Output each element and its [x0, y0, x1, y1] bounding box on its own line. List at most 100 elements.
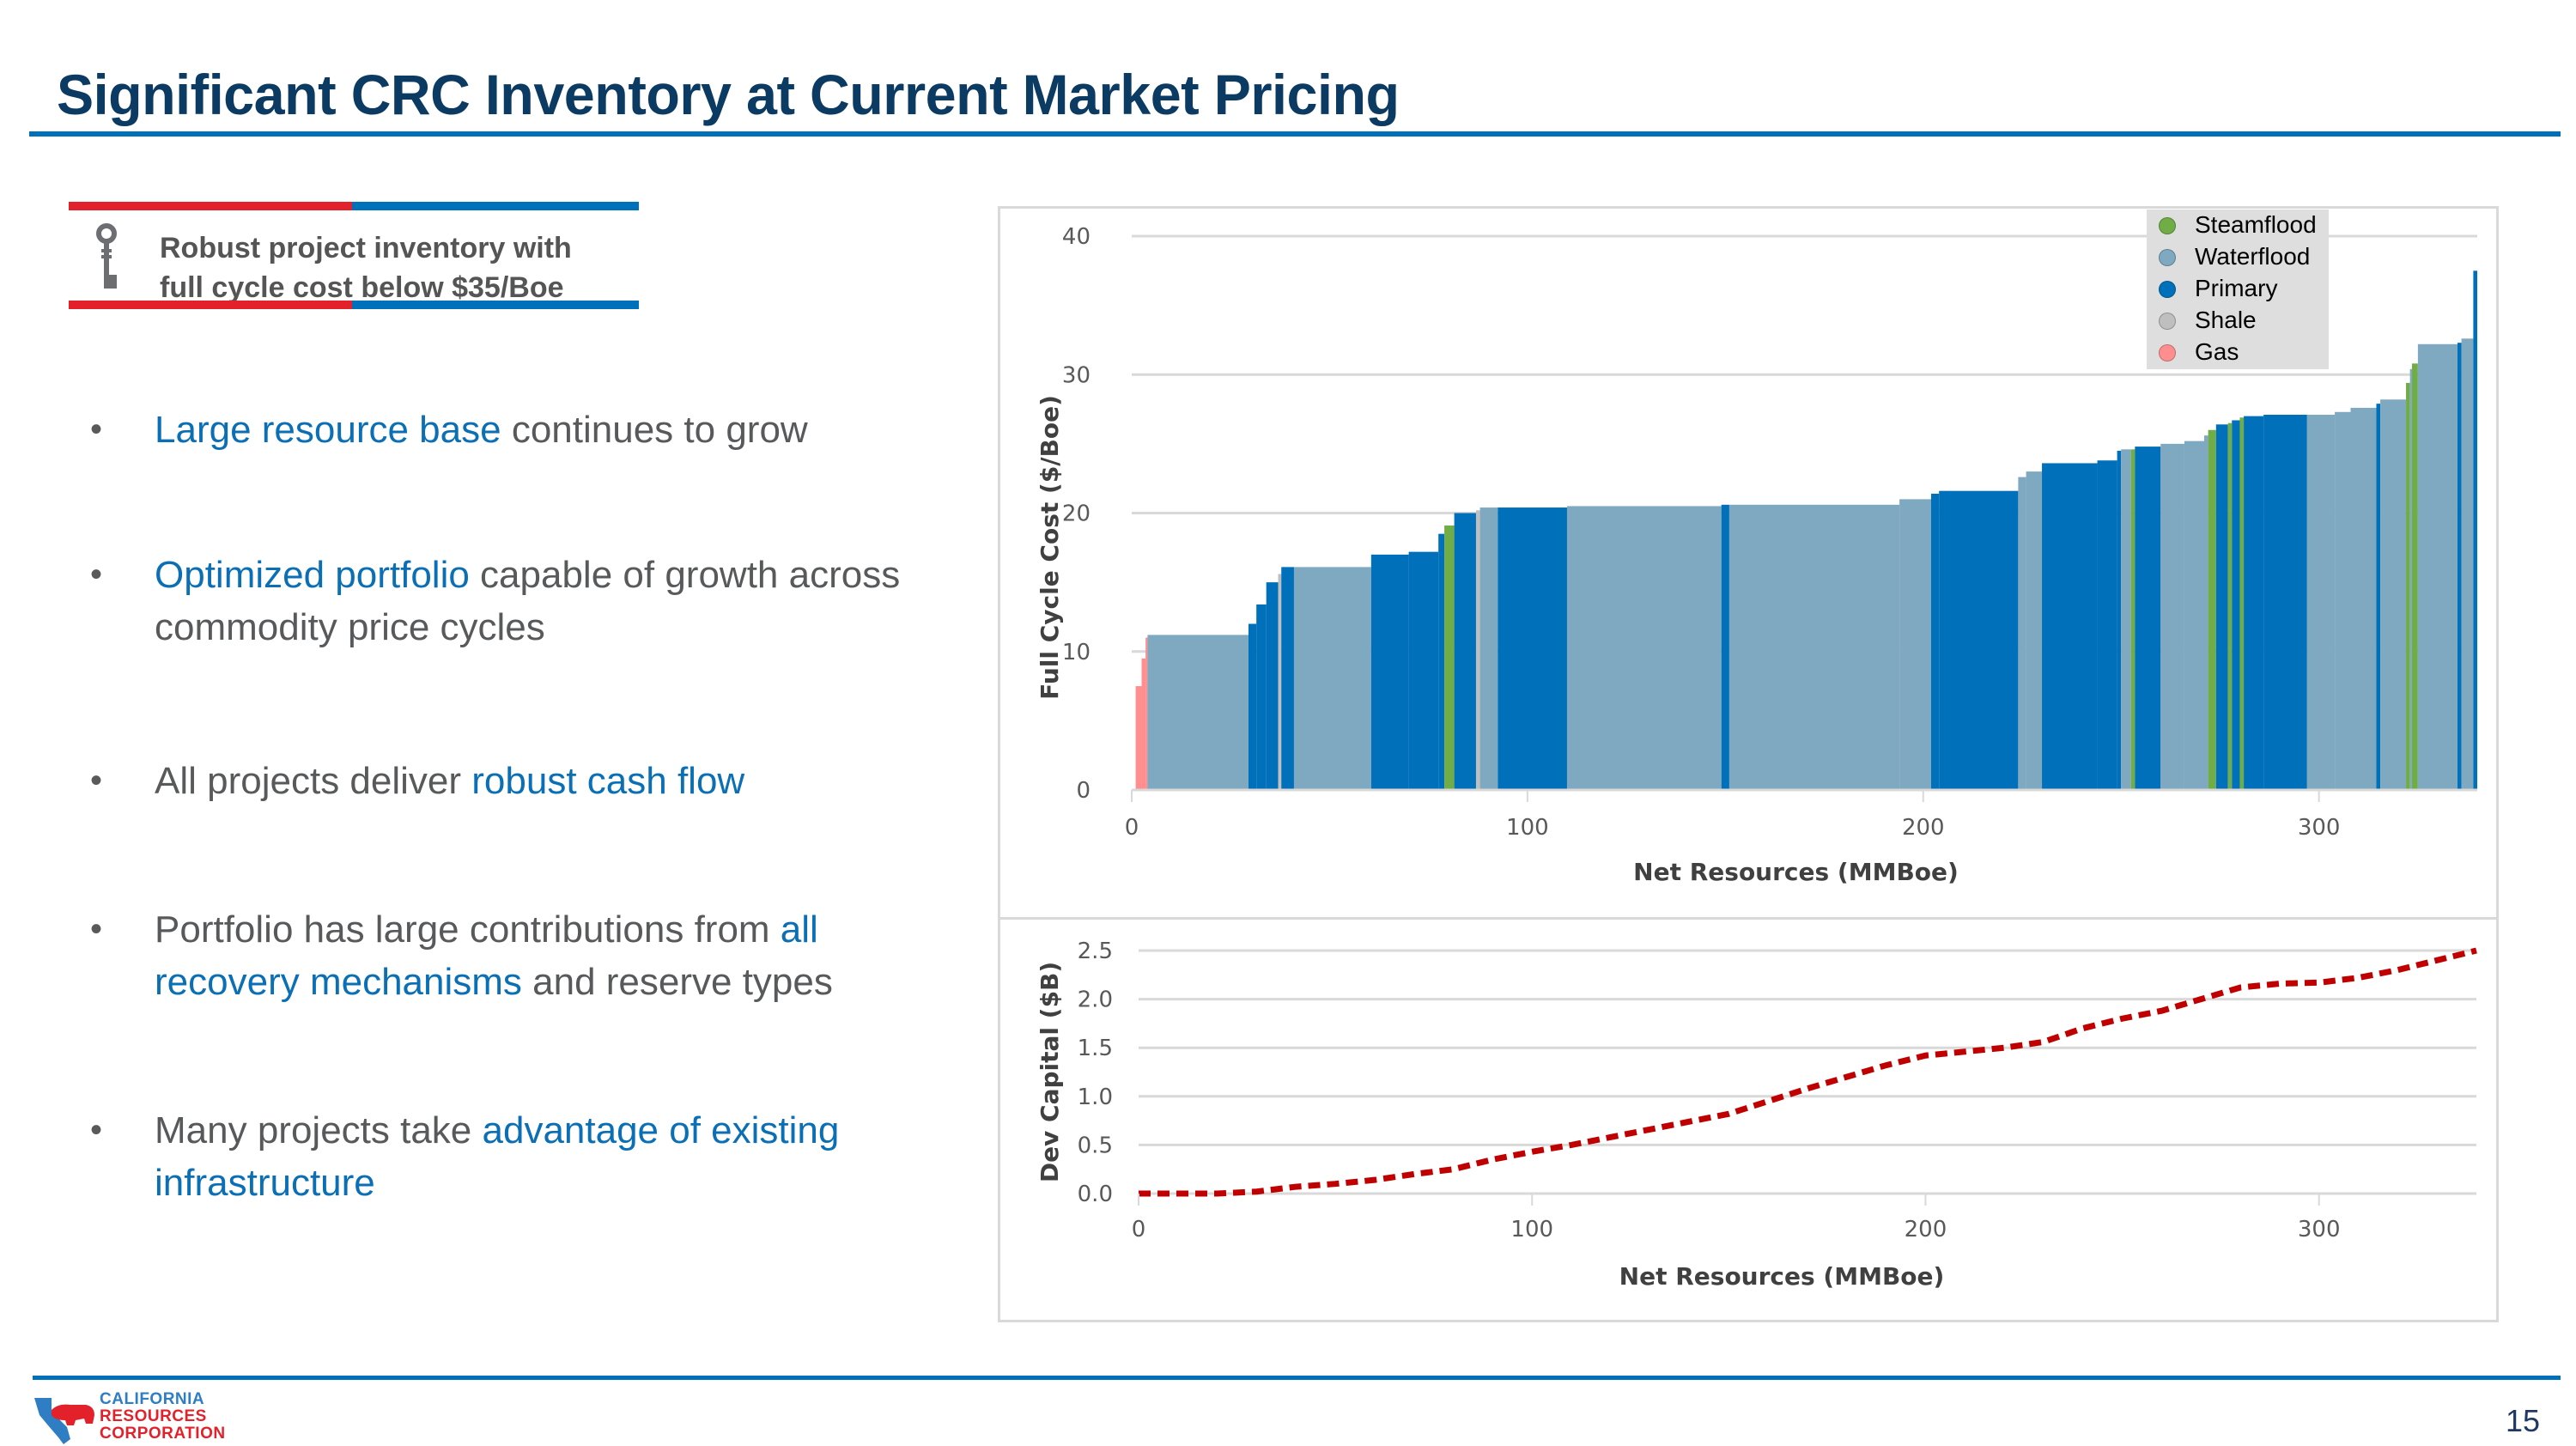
title-divider — [29, 131, 2561, 137]
plain-text: All projects deliver — [155, 760, 472, 802]
cost-bar-steamflood — [2130, 449, 2136, 790]
x-tick-label: 300 — [2298, 815, 2341, 841]
chart-divider — [1000, 917, 2496, 920]
cost-bar-primary — [1281, 567, 1294, 790]
bullet-item: • Optimized portfolio capable of growth a… — [86, 549, 927, 653]
cost-bar-steamflood — [2411, 363, 2418, 790]
cost-chart-axes: 0 10 20 30 40 0 100 200 300 Net Resources (MMBoe)… — [1036, 224, 2477, 886]
highlighted-text: advantage of existing infrastructure — [155, 1109, 840, 1204]
y-tick-label: 2.5 — [1078, 939, 1113, 964]
y-axis-title: Dev Capital ($B) — [1036, 962, 1064, 1182]
cost-bar-primary — [2244, 416, 2264, 790]
x-axis-title: Net Resources (MMBoe) — [1619, 1262, 1945, 1291]
cost-bar-gas — [1135, 686, 1142, 790]
callout-text: Robust project inventory with full cycle… — [160, 228, 572, 307]
cost-bar-primary — [1438, 533, 1445, 790]
cost-bar-primary — [1721, 504, 1729, 790]
cost-bar-primary — [2042, 463, 2098, 790]
plain-text: and reserve types — [521, 961, 833, 1003]
cost-bar-primary — [1248, 623, 1257, 790]
highlighted-text: Large resource base — [155, 409, 501, 451]
capital-chart-line — [1138, 947, 2477, 1197]
cost-bar-waterflood — [2184, 440, 2204, 790]
cost-bar-primary — [1939, 490, 2019, 790]
bullet-text: All projects deliver robust cash flow — [155, 760, 744, 802]
footer-divider — [33, 1376, 2561, 1380]
key-icon — [96, 223, 117, 289]
bullet-dot-icon: • — [90, 410, 103, 448]
cost-bar-shale — [1278, 574, 1282, 790]
cost-bar-steamflood — [1444, 526, 1455, 790]
y-tick-label: 0.0 — [1078, 1182, 1113, 1207]
cost-chart-bars — [1135, 270, 2477, 791]
x-tick-label: 0 — [1132, 1217, 1146, 1242]
cost-bar-primary — [1256, 604, 1267, 790]
highlighted-text: all recovery mechanisms — [155, 908, 818, 1003]
cost-bar-waterflood — [2350, 407, 2377, 790]
cost-bar-steamflood — [2227, 422, 2233, 790]
x-tick-label: 300 — [2298, 1217, 2341, 1242]
cost-bar-waterflood — [1728, 504, 1900, 790]
bullet-text: Portfolio has large contributions from a… — [155, 908, 833, 1003]
bullet-dot-icon: • — [90, 910, 103, 948]
cost-bar-waterflood — [2026, 471, 2043, 790]
cost-bar-waterflood — [2306, 415, 2336, 790]
key-callout: Robust project inventory with full cycle… — [69, 199, 639, 313]
cost-bar-waterflood — [2409, 368, 2412, 790]
bullet-dot-icon: • — [90, 1111, 103, 1149]
y-tick-label: 10 — [1062, 640, 1091, 665]
cost-bar-primary — [2376, 404, 2381, 790]
cost-bar-primary — [1266, 582, 1279, 790]
plain-text: continues to grow — [501, 409, 808, 451]
highlighted-text: Optimized portfolio — [155, 554, 470, 596]
cost-bar-steamflood — [2208, 429, 2216, 790]
x-tick-label: 0 — [1125, 815, 1139, 841]
y-tick-label: 2.0 — [1078, 987, 1113, 1013]
plain-text: Portfolio has large contributions from — [155, 908, 781, 951]
bullet-item: • Portfolio has large contributions from … — [86, 903, 927, 1008]
cost-bar-primary — [2457, 343, 2462, 791]
x-axis-title: Net Resources (MMBoe) — [1633, 858, 1959, 886]
x-tick-label: 200 — [1902, 815, 1945, 841]
cost-bar-waterflood — [1899, 499, 1931, 790]
page-number: 15 — [2506, 1403, 2541, 1438]
cost-bar-waterflood — [1566, 506, 1722, 790]
y-tick-label: 30 — [1062, 362, 1091, 388]
plain-text: capable of growth across commodity price… — [155, 554, 901, 648]
logo-text: CALIFORNIA RESOURCES CORPORATION — [100, 1391, 226, 1443]
logo-line-1: CALIFORNIA — [100, 1390, 205, 1408]
cost-bar-shale — [1475, 510, 1480, 790]
cost-bar-primary — [2097, 460, 2117, 790]
dev-capital-line — [1139, 947, 2477, 1197]
cost-bar-waterflood — [1147, 635, 1249, 790]
callout-line-1: Robust project inventory with — [160, 232, 572, 264]
cost-bar-waterflood — [2203, 435, 2208, 790]
cost-bar-waterflood — [2018, 477, 2026, 790]
bullet-dot-icon: • — [90, 762, 103, 799]
cost-bar-gas — [1141, 658, 1146, 790]
legend-swatch-icon — [2159, 344, 2176, 362]
cost-bar-primary — [1370, 554, 1409, 790]
cost-bar-steamflood — [2406, 382, 2410, 790]
y-tick-label: 40 — [1062, 224, 1091, 250]
plain-text: Many projects take — [155, 1109, 483, 1151]
capital-chart-gridlines — [1139, 949, 2476, 1195]
cost-bar-gas — [1145, 637, 1148, 790]
cost-bar-primary — [2473, 270, 2477, 790]
x-tick-label: 200 — [1905, 1217, 1947, 1242]
y-tick-label: 1.5 — [1078, 1036, 1113, 1061]
callout-top-rule — [69, 202, 639, 210]
bullet-list: • Large resource base continues to grow •… — [86, 404, 927, 1209]
y-tick-label: 0 — [1076, 778, 1091, 804]
logo-line-3: CORPORATION — [100, 1425, 226, 1443]
cost-bar-primary — [1454, 513, 1476, 790]
cost-bar-primary — [1498, 507, 1567, 790]
y-tick-label: 0.5 — [1078, 1133, 1113, 1158]
y-tick-label: 20 — [1062, 501, 1091, 527]
cost-bar-primary — [1930, 493, 1940, 790]
california-bear-icon — [34, 1398, 94, 1444]
bullet-item: • Large resource base continues to grow — [86, 404, 927, 456]
legend-swatch-icon — [2159, 217, 2176, 234]
x-tick-label: 100 — [1506, 815, 1549, 841]
